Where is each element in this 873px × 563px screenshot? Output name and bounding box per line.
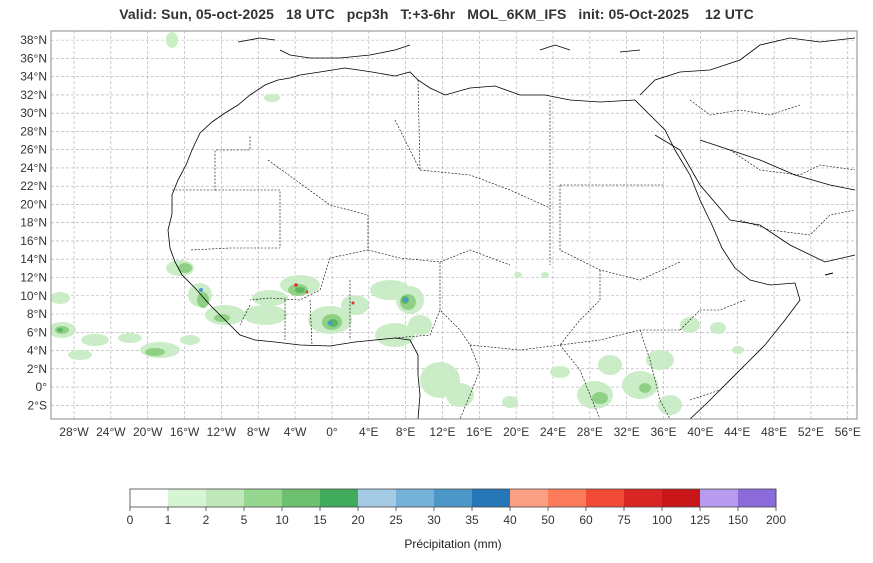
colorbar-tick-label: 30 xyxy=(427,513,441,527)
colorbar-tick-label: 100 xyxy=(652,513,672,527)
lat-tick-label: 24°N xyxy=(20,161,47,175)
lat-tick-label: 26°N xyxy=(20,143,47,157)
colorbar-swatch xyxy=(472,489,511,507)
colorbar-tick-label: 60 xyxy=(579,513,593,527)
colorbar-swatch xyxy=(434,489,473,507)
colorbar-swatch xyxy=(586,489,625,507)
lon-tick-label: 16°W xyxy=(170,425,200,439)
lat-tick-label: 32°N xyxy=(20,88,47,102)
colorbar-tick-label: 150 xyxy=(728,513,748,527)
colorbar-tick-label: 200 xyxy=(766,513,786,527)
lon-tick-label: 12°W xyxy=(207,425,237,439)
lat-tick-label: 16°N xyxy=(20,234,47,248)
lon-tick-label: 28°W xyxy=(59,425,89,439)
colorbar-tick-label: 0 xyxy=(127,513,134,527)
lat-tick-label: 36°N xyxy=(20,51,47,65)
lon-tick-label: 28°E xyxy=(577,425,603,439)
lat-tick-label: 8°N xyxy=(27,307,47,321)
lon-tick-label: 12°E xyxy=(429,425,455,439)
lat-tick-label: 6°N xyxy=(27,325,47,339)
lat-tick-label: 10°N xyxy=(20,289,47,303)
lat-tick-label: 2°N xyxy=(27,362,47,376)
lon-tick-label: 40°E xyxy=(687,425,713,439)
colorbar-swatch xyxy=(510,489,549,507)
map-frame xyxy=(50,30,858,420)
lat-tick-label: 38°N xyxy=(20,33,47,47)
colorbar-swatch xyxy=(282,489,321,507)
colorbar-tick-label: 5 xyxy=(241,513,248,527)
lat-tick-label: 30°N xyxy=(20,106,47,120)
lat-tick-label: 20°N xyxy=(20,197,47,211)
longitude-labels: 28°W 24°W 20°W 16°W 12°W 8°W 4°W 0° 4°E 8°E 12°E 16… xyxy=(59,425,861,439)
colorbar-tick-label: 25 xyxy=(389,513,403,527)
colorbar-swatch xyxy=(168,489,207,507)
lon-tick-label: 36°E xyxy=(650,425,676,439)
colorbar-tick-label: 35 xyxy=(465,513,479,527)
colorbar-tick-label: 1 xyxy=(165,513,172,527)
lat-tick-label: 28°N xyxy=(20,124,47,138)
colorbar-tick-label: 50 xyxy=(541,513,555,527)
lat-tick-label: 12°N xyxy=(20,270,47,284)
lon-tick-label: 4°E xyxy=(359,425,378,439)
colorbar-label: Précipitation (mm) xyxy=(404,537,502,551)
colorbar-swatch xyxy=(320,489,359,507)
precipitation-field xyxy=(51,32,744,415)
lon-tick-label: 20°W xyxy=(133,425,163,439)
lon-tick-label: 52°E xyxy=(798,425,824,439)
lat-tick-label: 34°N xyxy=(20,70,47,84)
colorbar-swatch xyxy=(548,489,587,507)
lon-tick-label: 8°E xyxy=(396,425,415,439)
colorbar-swatch xyxy=(130,489,169,507)
map-title: Valid: Sun, 05-oct-2025 18 UTC pcp3h T:+… xyxy=(119,6,754,22)
latitude-labels: 38°N 36°N 34°N 32°N 30°N 28°N 26°N 24°N 22°N 20°N… xyxy=(20,33,47,412)
colorbar-swatch xyxy=(244,489,283,507)
lon-tick-label: 4°W xyxy=(284,425,307,439)
lon-tick-label: 24°W xyxy=(96,425,126,439)
colorbar-swatch xyxy=(662,489,701,507)
colorbar-tick-label: 125 xyxy=(690,513,710,527)
lon-tick-label: 48°E xyxy=(761,425,787,439)
lon-tick-label: 32°E xyxy=(614,425,640,439)
lon-tick-label: 24°E xyxy=(540,425,566,439)
lon-tick-label: 16°E xyxy=(466,425,492,439)
colorbar-swatch xyxy=(738,489,777,507)
lon-tick-label: 56°E xyxy=(835,425,861,439)
country-borders xyxy=(172,79,856,419)
colorbar-frame xyxy=(129,488,777,508)
lat-tick-label: 4°N xyxy=(27,344,47,358)
colorbar-tick-label: 20 xyxy=(351,513,365,527)
colorbar-ticks: 0 1 2 5 10 15 20 25 30 35 40 50 60 75 100 125 150 200 xyxy=(127,507,786,527)
colorbar-tick-label: 40 xyxy=(503,513,517,527)
lat-tick-label: 0° xyxy=(36,380,48,394)
lat-tick-label: 14°N xyxy=(20,252,47,266)
colorbar-swatches xyxy=(130,489,777,507)
colorbar-swatch xyxy=(624,489,663,507)
map-plot-area xyxy=(51,31,857,419)
lon-tick-label: 0° xyxy=(326,425,338,439)
colorbar-swatch xyxy=(700,489,739,507)
colorbar-tick-label: 10 xyxy=(275,513,289,527)
colorbar-tick-label: 2 xyxy=(203,513,210,527)
lat-tick-label: 22°N xyxy=(20,179,47,193)
lon-tick-label: 8°W xyxy=(247,425,270,439)
colorbar-tick-label: 75 xyxy=(617,513,631,527)
lat-tick-label: 18°N xyxy=(20,216,47,230)
lon-tick-label: 20°E xyxy=(503,425,529,439)
colorbar-swatch xyxy=(206,489,245,507)
colorbar-swatch xyxy=(358,489,397,507)
lat-tick-label: 2°S xyxy=(28,398,47,412)
lon-tick-label: 44°E xyxy=(724,425,750,439)
colorbar-swatch xyxy=(396,489,435,507)
colorbar-tick-label: 15 xyxy=(313,513,327,527)
